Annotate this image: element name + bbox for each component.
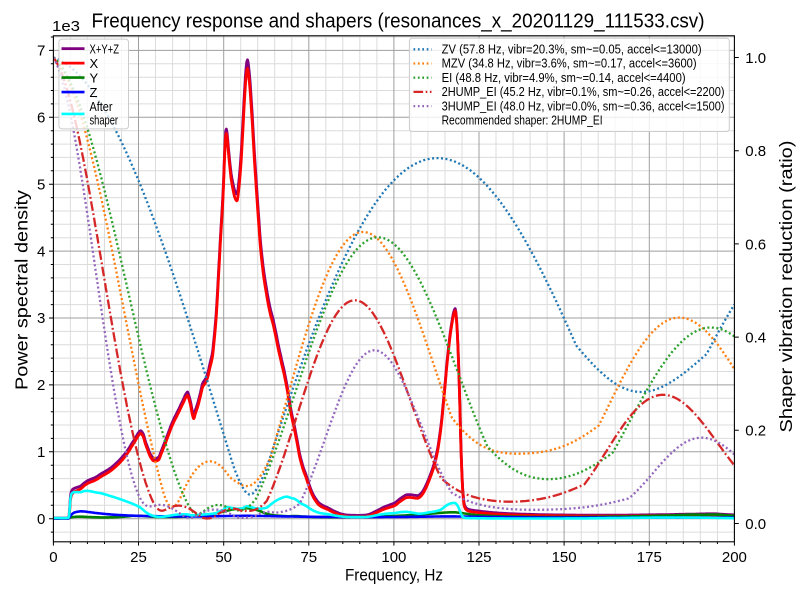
svg-text:Frequency, Hz: Frequency, Hz xyxy=(345,566,443,585)
svg-text:175: 175 xyxy=(637,549,662,566)
svg-text:25: 25 xyxy=(130,549,147,566)
svg-text:0: 0 xyxy=(37,511,45,528)
svg-text:3HUMP_EI (48.0 Hz, vibr=0.0%,: 3HUMP_EI (48.0 Hz, vibr=0.0%, sm~=0.36, … xyxy=(442,98,725,113)
svg-text:MZV (34.8 Hz, vibr=3.6%, sm~=0: MZV (34.8 Hz, vibr=3.6%, sm~=0.17, accel… xyxy=(442,56,697,71)
svg-text:3: 3 xyxy=(37,310,45,327)
svg-text:6: 6 xyxy=(37,110,45,127)
svg-text:X: X xyxy=(90,56,99,71)
svg-text:Frequency response and shapers: Frequency response and shapers (resonanc… xyxy=(92,10,705,32)
svg-text:0.6: 0.6 xyxy=(745,236,766,253)
svg-text:Shaper vibration reduction (ra: Shaper vibration reduction (ratio) xyxy=(776,141,796,433)
svg-text:0.4: 0.4 xyxy=(745,330,766,347)
svg-text:Y: Y xyxy=(90,70,99,85)
svg-text:Recommended shaper: 2HUMP_EI: Recommended shaper: 2HUMP_EI xyxy=(442,113,603,128)
svg-text:75: 75 xyxy=(300,549,317,566)
svg-text:Z: Z xyxy=(90,85,98,100)
svg-text:200: 200 xyxy=(722,549,747,566)
svg-text:ZV (57.8 Hz, vibr=20.3%, sm~=0: ZV (57.8 Hz, vibr=20.3%, sm~=0.05, accel… xyxy=(442,42,702,57)
svg-text:150: 150 xyxy=(552,549,577,566)
svg-text:1: 1 xyxy=(37,444,45,461)
svg-text:X+Y+Z: X+Y+Z xyxy=(90,41,120,56)
svg-text:7: 7 xyxy=(37,43,45,60)
svg-text:50: 50 xyxy=(215,549,232,566)
svg-text:After: After xyxy=(90,99,114,114)
svg-text:0.8: 0.8 xyxy=(745,143,766,160)
svg-text:1.0: 1.0 xyxy=(745,50,766,67)
svg-text:2HUMP_EI (45.2 Hz, vibr=0.1%,: 2HUMP_EI (45.2 Hz, vibr=0.1%, sm~=0.26, … xyxy=(442,84,725,99)
svg-text:1e3: 1e3 xyxy=(52,18,80,35)
svg-text:Power spectral density: Power spectral density xyxy=(11,190,31,390)
svg-text:EI (48.8 Hz, vibr=4.9%, sm~=0.: EI (48.8 Hz, vibr=4.9%, sm~=0.14, accel<… xyxy=(442,70,686,85)
svg-text:4: 4 xyxy=(37,243,45,260)
svg-text:0.2: 0.2 xyxy=(745,423,766,440)
svg-text:0: 0 xyxy=(49,549,57,566)
svg-text:125: 125 xyxy=(466,549,491,566)
svg-text:100: 100 xyxy=(381,549,406,566)
svg-text:shaper: shaper xyxy=(90,113,119,128)
svg-text:5: 5 xyxy=(37,176,45,193)
svg-text:2: 2 xyxy=(37,377,45,394)
svg-text:0.0: 0.0 xyxy=(745,516,766,533)
